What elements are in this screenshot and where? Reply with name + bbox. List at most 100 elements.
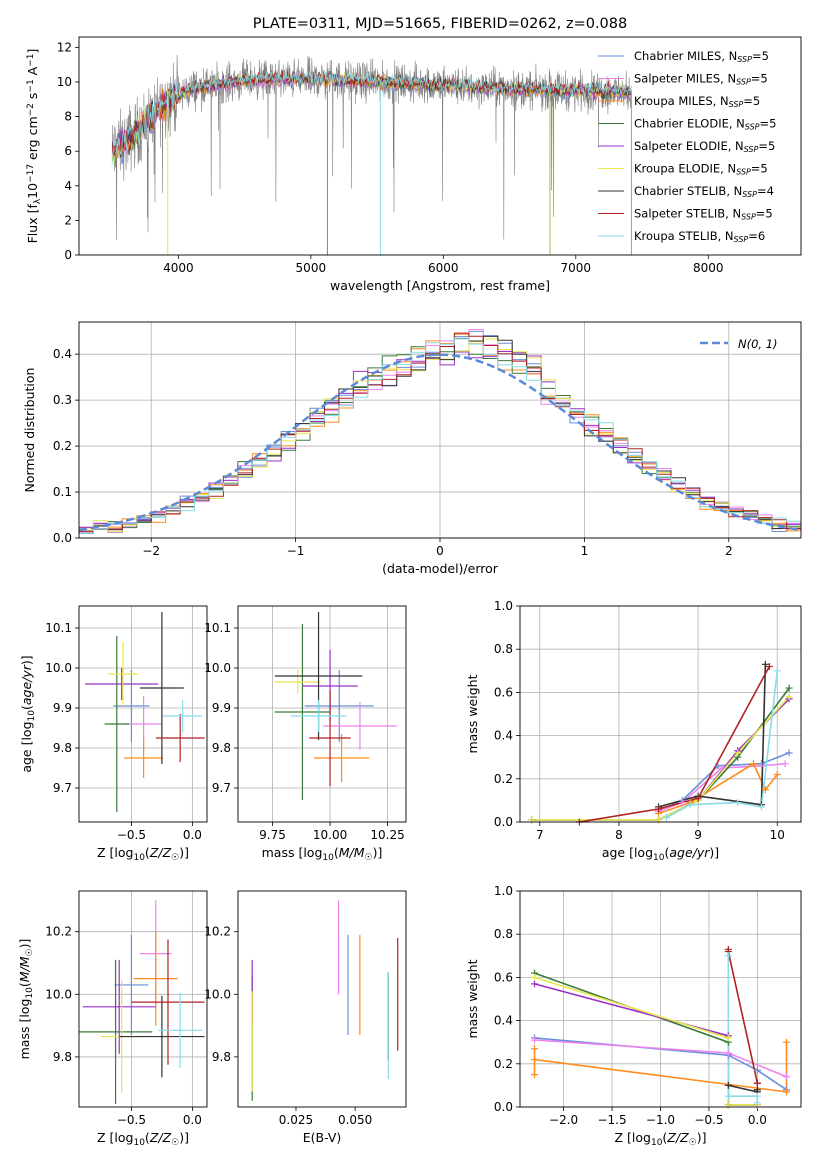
x-tick-label: 10.25: [370, 828, 404, 842]
plus-marker: [724, 1092, 732, 1100]
y-tick-label: 0.2: [53, 439, 72, 453]
plus-marker: [678, 799, 686, 807]
axes-frame: [78, 605, 208, 823]
plus-marker: [761, 786, 769, 794]
histogram-step-line: [79, 332, 801, 532]
y-tick-label: 12: [57, 40, 72, 54]
y-tick-label: 4: [64, 179, 72, 193]
legend-label: Chabrier STELIB, NSSP=4: [634, 184, 774, 199]
figure-title: PLATE=0311, MJD=51665, FIBERID=0262, z=0…: [253, 16, 627, 32]
mass-weight-line: [533, 1042, 788, 1093]
y-tick-label: 9.9: [53, 701, 72, 715]
panel-residual-hist: −2 −1 0 1 2 0.0 0.1 0.2 0.3 0.4 (data-model)/error…: [22, 321, 802, 576]
mass-weight-line: [531, 696, 790, 821]
plot-area: [251, 900, 399, 1101]
y-tick-label: 10.0: [204, 661, 231, 675]
y-tick-label: 0.0: [494, 815, 513, 829]
plus-marker: [531, 973, 539, 981]
axis-label: Z [log10(Z/Z☉)]: [615, 1130, 707, 1148]
x-tick-label: 9.75: [259, 828, 286, 842]
plus-marker: [531, 1071, 539, 1079]
y-tick-label: 10: [57, 75, 72, 89]
y-tick-label: 9.8: [53, 741, 72, 755]
x-tick-label: −0.5: [117, 828, 146, 842]
y-tick-label: 9.7: [53, 781, 72, 795]
mass-weight-line: [531, 698, 790, 821]
plot-area: [531, 664, 790, 822]
axis-label: mass [log10(M/M☉)]: [262, 845, 383, 863]
x-tick-label: 10.00: [313, 828, 347, 842]
y-tick-label: 0.4: [494, 729, 513, 743]
y-tick-label: 10.2: [45, 925, 72, 939]
legend-label: Kroupa STELIB, NSSP=6: [634, 229, 765, 244]
axis-label: age [log10(age/yr)]: [602, 845, 719, 863]
plus-marker: [785, 749, 793, 757]
y-tick-label: 9.8: [212, 1050, 231, 1064]
mass-weight-line: [534, 983, 758, 1106]
x-tick-label: 4000: [163, 261, 194, 275]
y-tick-label: 0.8: [494, 642, 513, 656]
x-tick-label: 1: [581, 544, 589, 558]
x-tick-label: 6000: [428, 261, 459, 275]
plus-marker: [724, 1081, 732, 1089]
x-tick-label: 0.025: [279, 1113, 313, 1127]
x-tick-label: −2.0: [549, 1113, 578, 1127]
y-tick-label: 0.2: [494, 772, 513, 786]
x-tick-label: −0.5: [117, 1113, 146, 1127]
plus-marker: [662, 814, 670, 822]
panel-massweight-vs-age: 7 8 9 10 0.0 0.2 0.4 0.6 0.8 1.0 age [log10(age/yr…: [465, 599, 802, 863]
plot-area: [85, 612, 205, 812]
plus-marker: [694, 794, 702, 802]
x-tick-label: 8000: [693, 261, 724, 275]
histogram-step-line: [79, 337, 801, 534]
plus-marker: [531, 1055, 539, 1063]
histogram-step-line: [79, 335, 801, 534]
y-tick-label: 9.8: [53, 1050, 72, 1064]
plus-marker: [531, 1045, 539, 1053]
x-axis-label: (data-model)/error: [382, 561, 499, 576]
y-tick-label: 10.1: [204, 621, 231, 635]
plus-marker: [531, 980, 539, 988]
x-tick-label: 9: [694, 828, 702, 842]
mass-weight-line: [658, 664, 767, 808]
y-tick-label: 0: [64, 248, 72, 262]
y-tick-label: 0.6: [494, 970, 513, 984]
legend-label: Kroupa ELODIE, NSSP=5: [634, 162, 768, 177]
legend-label: N(0, 1): [738, 337, 778, 351]
plus-marker: [781, 760, 789, 768]
legend-label: Chabrier MILES, NSSP=5: [634, 49, 769, 64]
x-tick-label: 10: [770, 828, 785, 842]
axis-label: Z [log10(Z/Z☉)]: [97, 845, 189, 863]
x-tick-label: −0.5: [694, 1113, 723, 1127]
plot-area: [533, 949, 788, 1106]
x-tick-label: 0: [436, 544, 444, 558]
x-tick-label: 0.0: [183, 828, 202, 842]
x-tick-label: 7000: [561, 261, 592, 275]
x-tick-label: 0.0: [748, 1113, 767, 1127]
normal-reference-curve: [79, 353, 801, 532]
panel-mass-vs-EBV: 0.025 0.050 9.8 10.0 10.2 E(B-V): [204, 890, 407, 1145]
y-tick-label: 0.1: [53, 485, 72, 499]
plus-marker: [761, 660, 769, 668]
axes-frame: [237, 890, 407, 1108]
x-axis-label: wavelength [Angstrom, rest frame]: [330, 278, 550, 293]
plus-marker: [753, 1086, 761, 1094]
panel-massweight-vs-Z: −2.0 −1.5 −1.0 −0.5 0.0 0.0 0.2 0.4 0.6 0.8 1.0 Z […: [465, 884, 802, 1148]
y-axis-label: mass weight: [465, 959, 480, 1038]
plot-area: [79, 329, 801, 534]
y-tick-label: 8: [64, 110, 72, 124]
axes-frame: [237, 605, 407, 823]
y-tick-label: 10.2: [204, 925, 231, 939]
y-axis-label: mass weight: [465, 674, 480, 753]
x-tick-label: 7: [536, 828, 544, 842]
mass-weight-line: [531, 687, 790, 821]
plot-area: [111, 54, 632, 255]
x-tick-label: −1: [287, 544, 305, 558]
plus-marker: [686, 801, 694, 809]
plus-marker: [724, 1034, 732, 1042]
plot-area: [79, 900, 205, 1104]
mass-weight-line: [727, 955, 759, 1103]
y-tick-label: 9.8: [212, 741, 231, 755]
x-tick-label: 0.0: [183, 1113, 202, 1127]
